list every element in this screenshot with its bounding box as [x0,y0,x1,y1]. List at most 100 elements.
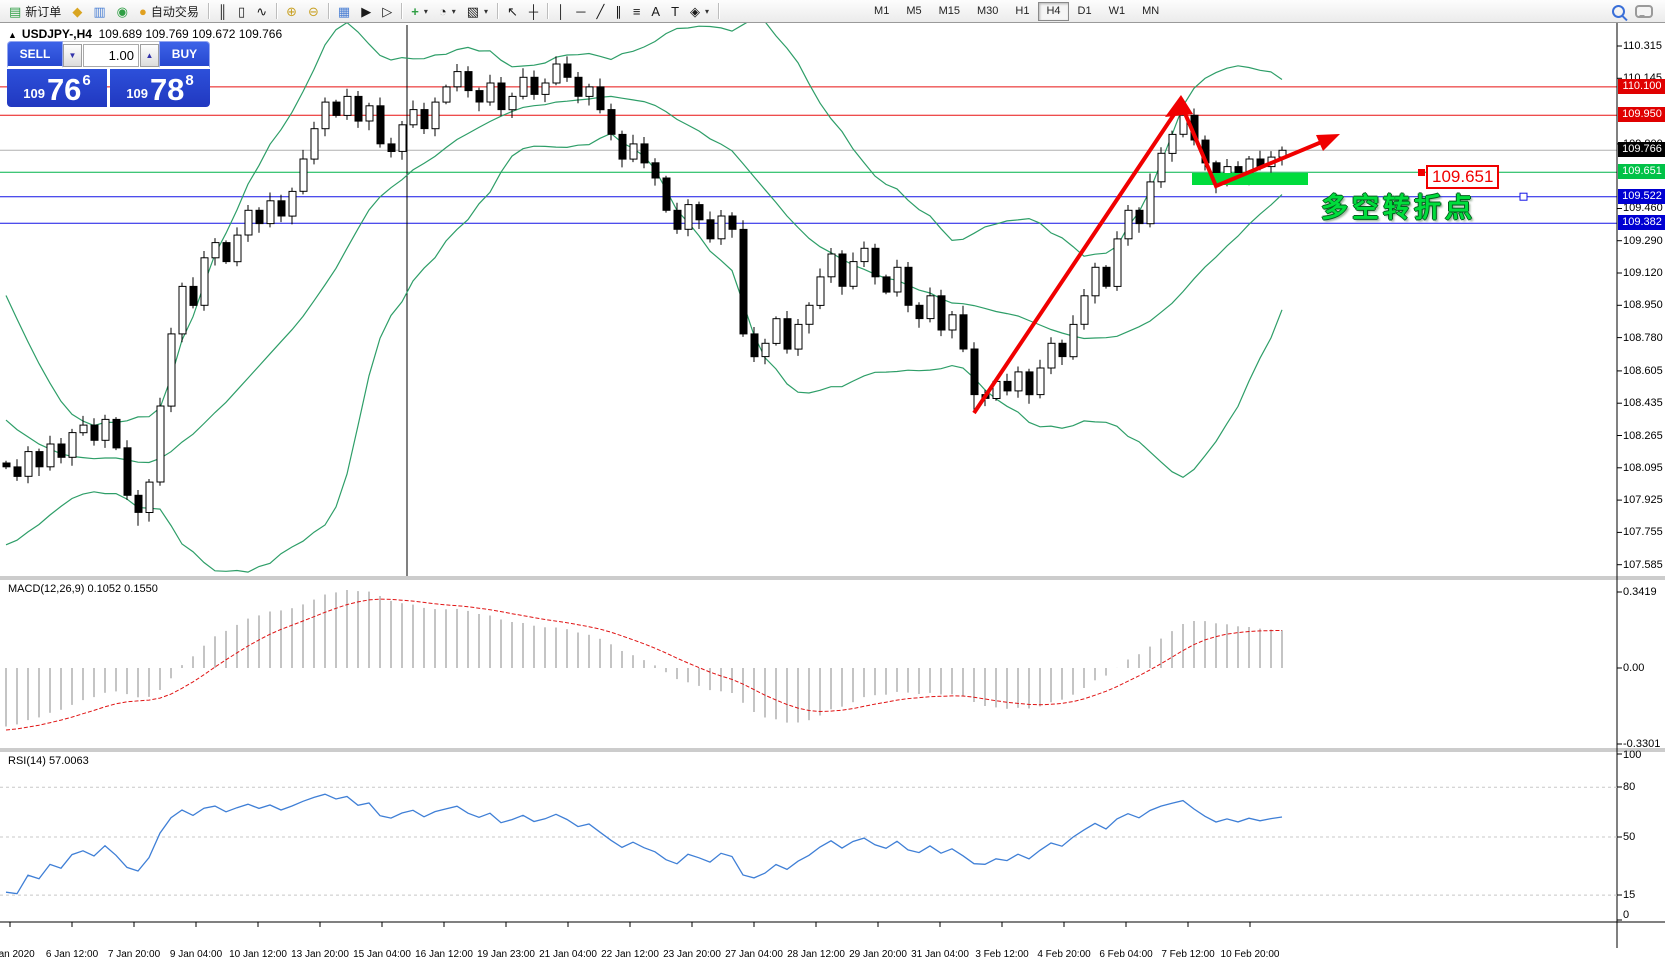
callout-handle[interactable] [1418,169,1425,176]
toolbar-separator [718,3,719,19]
auto-trading-button[interactable]: ●自动交易 [134,1,204,22]
timeframe-h4[interactable]: H4 [1038,2,1068,21]
sell-button[interactable]: SELL [7,41,63,68]
price-chart-canvas[interactable] [0,23,1665,948]
time-axis-label: 16 Jan 12:00 [409,949,479,960]
profile-icon[interactable]: ▥ [88,1,110,22]
text-icon[interactable]: A [646,1,665,22]
rsi-axis-tick: 80 [1623,780,1665,794]
label-icon[interactable]: T [666,1,684,22]
timeframe-mn[interactable]: MN [1134,2,1167,21]
auto-scroll-icon: ▷ [382,2,392,21]
trendline-icon[interactable]: ╱ [591,1,609,22]
signals-icon[interactable]: ◉ [112,1,133,22]
buy-button[interactable]: BUY [159,41,210,68]
templates-icon: ▧ [467,2,479,21]
chart-ohlc-values: 109.689 109.769 109.672 109.766 [99,27,283,41]
zoom-in-icon[interactable]: ⊕ [281,1,302,22]
chat-icon[interactable] [1635,5,1653,18]
price-axis-tick: 110.315 [1623,39,1665,53]
dropdown-caret-icon: ▾ [452,7,456,16]
add-indicator-button[interactable]: +▾ [406,1,433,22]
chart-collapse-icon[interactable]: ▲ [8,30,17,40]
candlestick-chart-icon: ▯ [238,2,245,21]
profile-icon: ▥ [93,2,105,21]
time-axis-label: 7 Jan 20:00 [99,949,169,960]
toolbar-separator [497,3,498,19]
label-icon: T [671,2,679,21]
price-axis-tick: 107.925 [1623,493,1665,507]
price-axis-tick: 108.605 [1623,364,1665,378]
arrows-icon: ◈ [690,2,700,21]
price-axis-tick: 108.950 [1623,298,1665,312]
price-badge: 109.766 [1618,142,1665,157]
timeframe-m15[interactable]: M15 [931,2,968,21]
time-axis-label: 22 Jan 12:00 [595,949,665,960]
timeframe-d1[interactable]: D1 [1070,2,1100,21]
price-axis-tick: 108.095 [1623,461,1665,475]
cursor-icon[interactable]: ↖ [502,1,523,22]
bar-chart-icon: ║ [218,2,227,21]
cursor-icon: ↖ [507,2,518,21]
volume-input[interactable] [83,44,139,67]
history-center-icon[interactable]: ◆ [67,1,87,22]
price-axis-tick: 109.290 [1623,234,1665,248]
turning-point-note[interactable]: 多空转折点 [1321,186,1476,225]
time-axis-label: 6 Feb 04:00 [1091,949,1161,960]
timeframe-h1[interactable]: H1 [1007,2,1037,21]
price-axis-tick: 108.435 [1623,396,1665,410]
time-axis-label: 13 Jan 20:00 [285,949,355,960]
arrows-button[interactable]: ◈▾ [685,1,714,22]
auto-trading-icon: ● [139,2,147,21]
crosshair-icon[interactable]: ┼ [524,1,543,22]
macd-axis-tick: 0.3419 [1623,585,1665,599]
price-axis-tick: 107.585 [1623,558,1665,572]
rsi-axis-tick: 15 [1623,888,1665,902]
search-icon[interactable] [1612,5,1625,18]
chart-symbol: USDJPY-,H4 [22,27,92,41]
templates-button[interactable]: ▧▾ [462,1,493,22]
zoom-out-icon[interactable]: ⊖ [303,1,324,22]
channel-icon[interactable]: ∥ [610,1,627,22]
toolbar-separator [401,3,402,19]
periods-icon: ◔ [439,2,447,21]
volume-stepper[interactable]: ▼ ▲ [63,41,159,68]
time-axis-label: 3 Feb 12:00 [967,949,1037,960]
chart-title: ▲ USDJPY-,H4 109.689 109.769 109.672 109.… [8,27,282,41]
fibonacci-icon: ≡ [633,2,641,21]
price-badge: 109.382 [1618,215,1665,230]
zoom-out-icon: ⊖ [308,2,319,21]
periods-button[interactable]: ◔▾ [434,1,461,22]
add-indicator-icon: + [411,2,419,21]
time-axis-label: 31 Jan 04:00 [905,949,975,960]
shift-end-icon[interactable]: ▶ [356,1,376,22]
price-badge: 110.100 [1618,79,1665,94]
timeframe-m1[interactable]: M1 [866,2,897,21]
candlestick-chart-icon[interactable]: ▯ [233,1,250,22]
horizontal-line-icon[interactable]: ─ [571,1,590,22]
toolbar-separator [328,3,329,19]
auto-scroll-icon[interactable]: ▷ [377,1,397,22]
timeframe-w1[interactable]: W1 [1101,2,1134,21]
toolbar-separator [547,3,548,19]
horizontal-line-icon: ─ [576,2,585,21]
tile-windows-icon: ▦ [338,2,350,21]
time-axis-label: 15 Jan 04:00 [347,949,417,960]
new-order-icon: ▤ [9,2,21,21]
dropdown-caret-icon: ▾ [484,7,488,16]
volume-increase-button[interactable]: ▲ [140,44,159,67]
tile-windows-icon[interactable]: ▦ [333,1,355,22]
volume-decrease-button[interactable]: ▼ [63,44,82,67]
timeframe-m30[interactable]: M30 [969,2,1006,21]
chart-window[interactable]: ▲ USDJPY-,H4 109.689 109.769 109.672 109.… [0,23,1665,948]
history-center-icon: ◆ [72,2,82,21]
new-order-button[interactable]: ▤新订单 [4,1,66,22]
vertical-line-icon[interactable]: │ [552,1,570,22]
bar-chart-icon[interactable]: ║ [213,1,232,22]
fibonacci-icon[interactable]: ≡ [628,1,646,22]
timeframe-m5[interactable]: M5 [898,2,929,21]
line-chart-icon[interactable]: ∿ [251,1,272,22]
